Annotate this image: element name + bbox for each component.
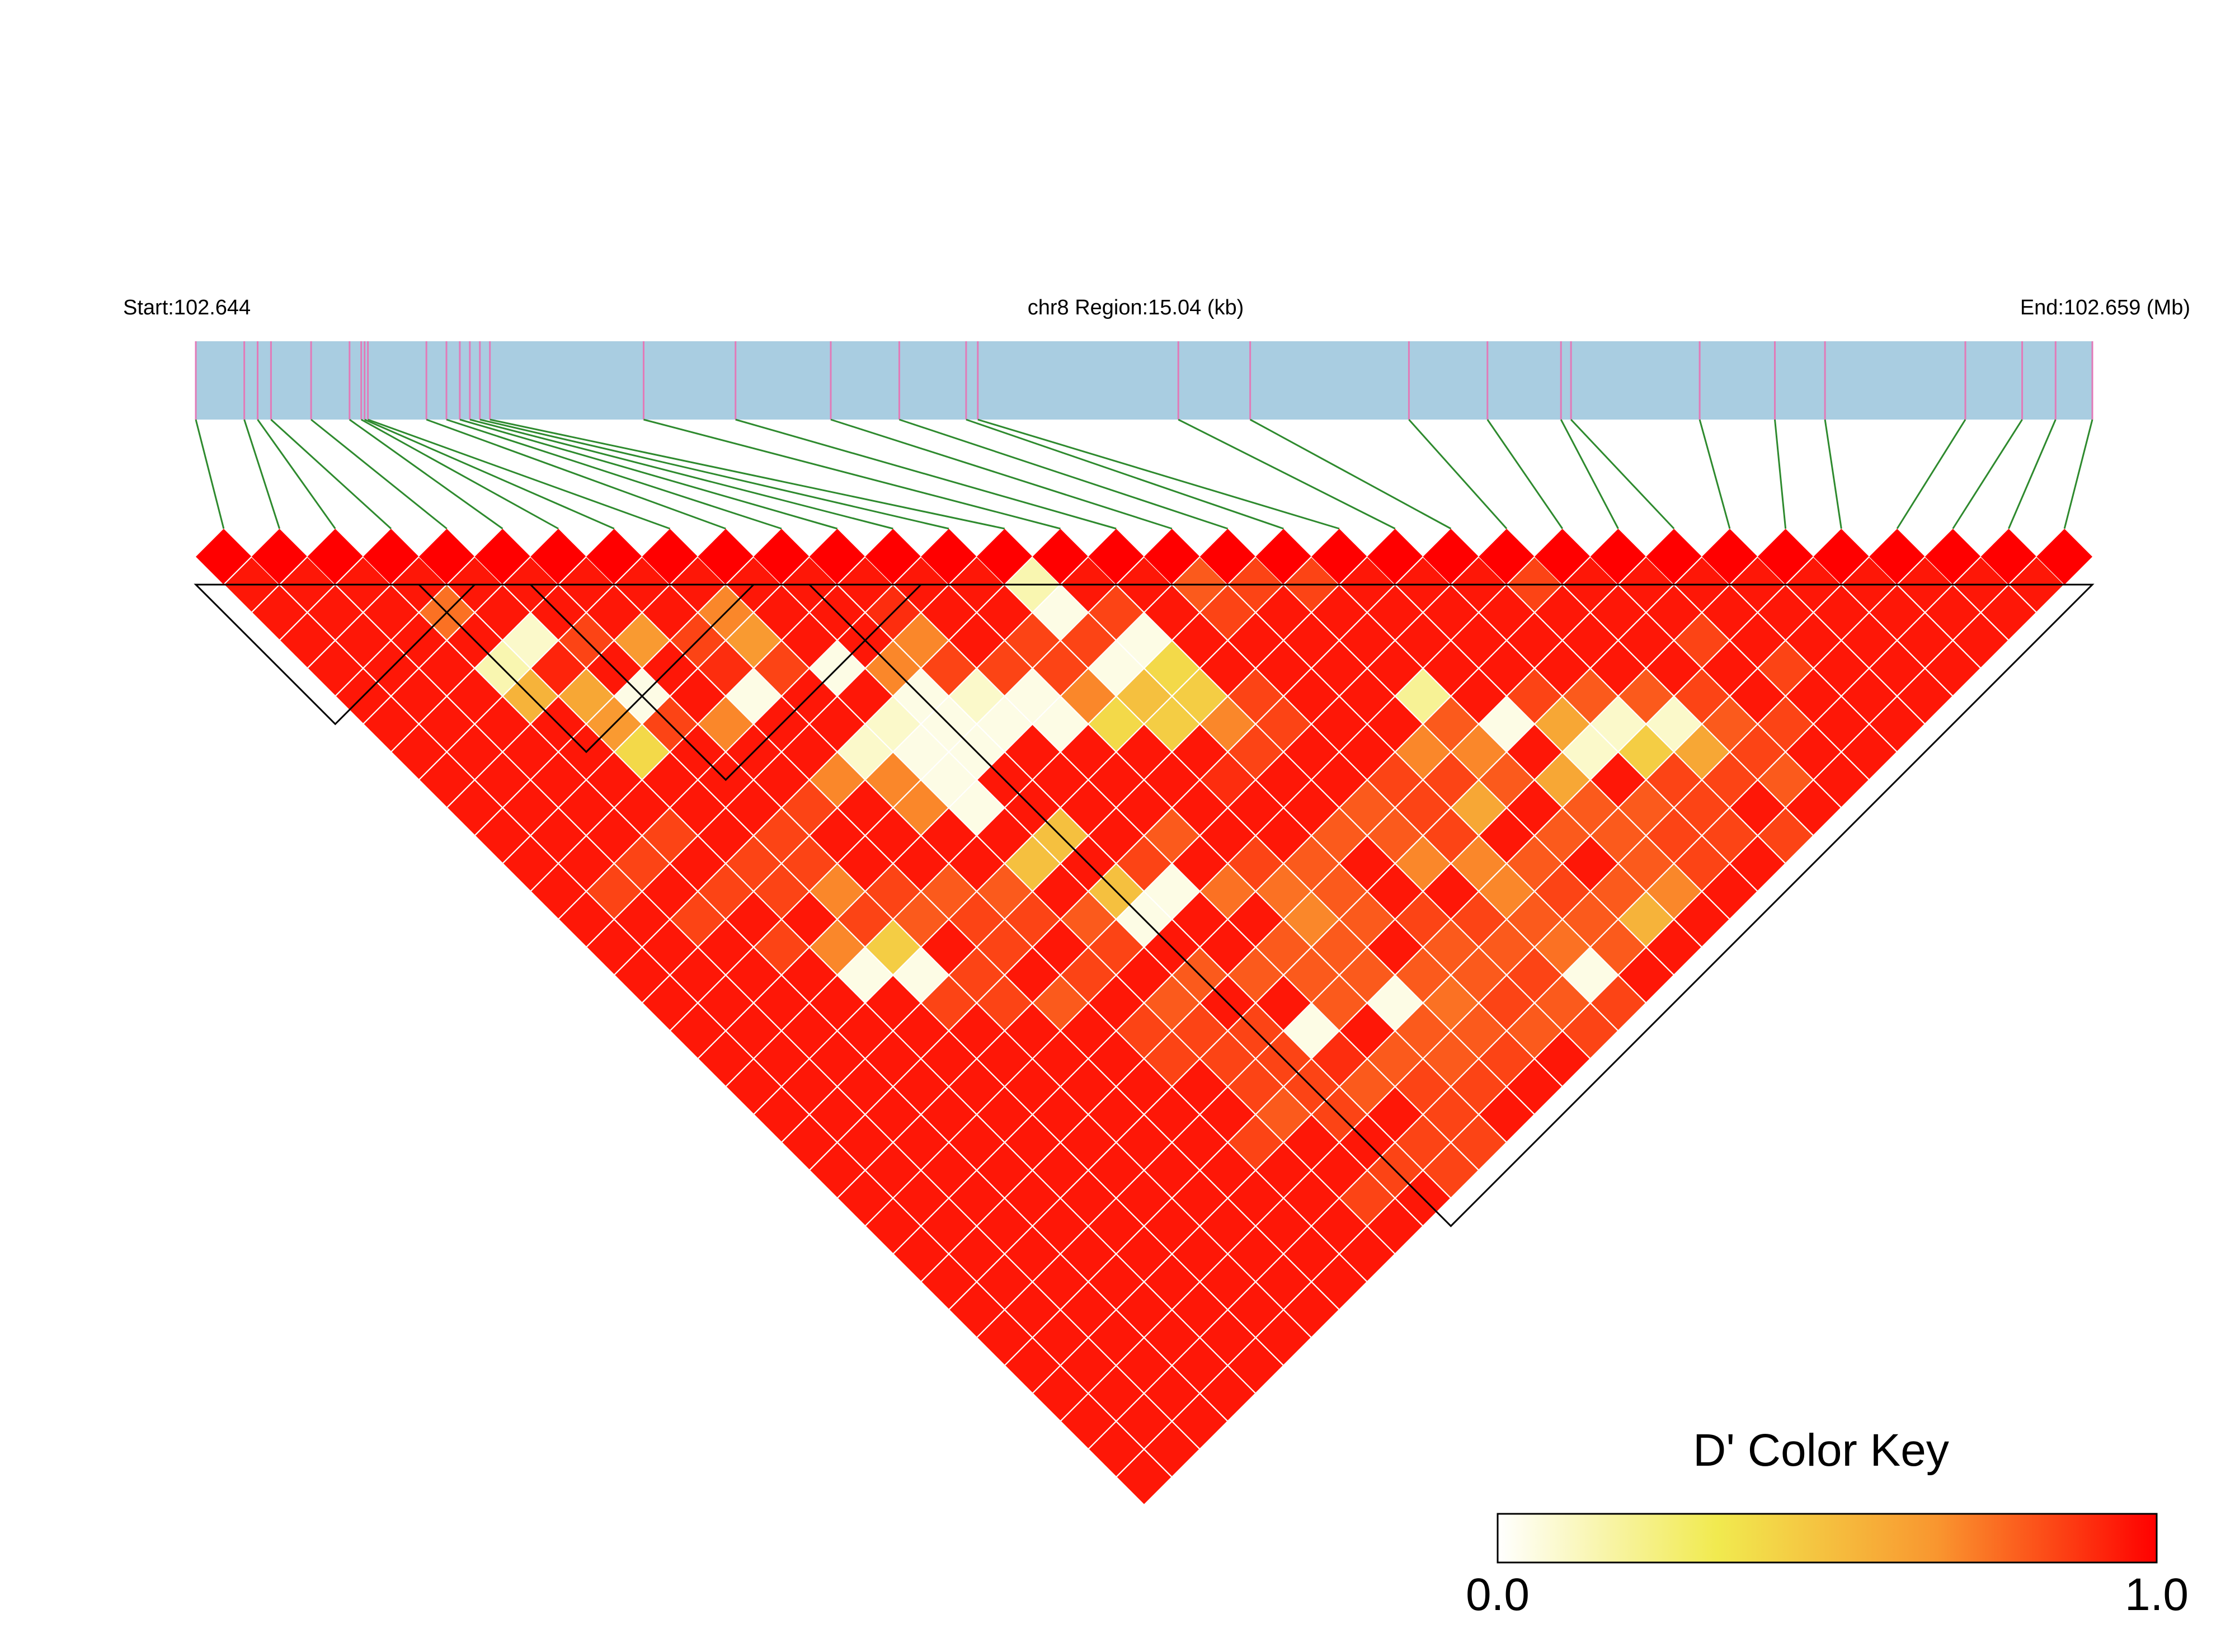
snp-connector (830, 418, 1173, 530)
snp-connector-lines (195, 418, 2093, 530)
snp-ticks (195, 341, 2093, 420)
color-key-title: D' Color Key (1693, 1425, 1949, 1476)
snp-connector (2008, 419, 2057, 529)
snp-connector (1774, 419, 1787, 529)
color-key-gradient-bar (1497, 1513, 2158, 1564)
snp-connector (364, 418, 615, 530)
ld-block-outline (807, 583, 2095, 1227)
snp-connector (426, 418, 726, 530)
snp-connector (195, 419, 225, 529)
snp-marker-diamond (474, 529, 531, 585)
region-start-label: Start:102.644 (123, 296, 251, 319)
snp-marker-diamond (1869, 529, 1925, 585)
snp-connector (368, 418, 671, 530)
snp-connector (1249, 418, 1452, 530)
snp-connector (1570, 418, 1675, 530)
snp-connector (966, 418, 1284, 530)
snp-marker-diamond (1980, 529, 2037, 585)
ld-block-outline (528, 583, 923, 782)
snp-connector (1560, 419, 1619, 529)
snp-connector (459, 418, 838, 530)
snp-connector (490, 418, 1005, 530)
snp-connector (735, 418, 1117, 530)
snp-marker-diamond (1199, 529, 1256, 585)
snp-connector (349, 418, 504, 530)
snp-marker-diamond (865, 529, 921, 585)
snp-connector (1824, 419, 1842, 529)
snp-connector (2063, 419, 2093, 529)
snp-marker-diamond (530, 529, 586, 585)
color-key: D' Color Key 0.0 1.0 (1466, 1425, 2189, 1620)
snp-connector (446, 418, 782, 530)
snp-marker-diamond (1032, 529, 1089, 585)
snp-marker-diamond (586, 529, 642, 585)
snp-connector (898, 418, 1229, 530)
snp-marker-diamond (1813, 529, 1870, 585)
ld-block-outlines (194, 583, 2095, 1227)
chromosome-bar (196, 341, 2092, 420)
snp-marker-diamond (251, 529, 308, 585)
snp-marker-diamond (196, 529, 252, 585)
region-title: chr8 Region:15.04 (kb) (1028, 296, 1244, 319)
snp-connector (310, 418, 448, 530)
snp-connector (1408, 418, 1508, 530)
snp-connector (360, 418, 559, 530)
snp-connector (1178, 418, 1396, 530)
snp-connector (469, 418, 893, 530)
snp-marker-diamond (1646, 529, 1702, 585)
snp-marker-diamond (1423, 529, 1479, 585)
color-key-min-label: 0.0 (1466, 1569, 1530, 1620)
ld-cells (196, 529, 2092, 1506)
snp-marker-diamond (363, 529, 419, 585)
snp-marker-diamond (1255, 529, 1312, 585)
snp-connector (1952, 419, 2023, 529)
snp-marker-diamond (418, 529, 475, 585)
snp-marker-diamond (1757, 529, 1814, 585)
snp-connector (977, 418, 1340, 530)
snp-connector (243, 419, 280, 529)
snp-marker-diamond (642, 529, 698, 585)
snp-marker-diamond (1590, 529, 1646, 585)
snp-marker-diamond (1479, 529, 1535, 585)
snp-connector (270, 418, 392, 530)
color-key-max-label: 1.0 (2125, 1569, 2189, 1620)
region-end-label: End:102.659 (Mb) (2020, 296, 2190, 319)
snp-connector (257, 419, 336, 529)
snp-connector (479, 418, 949, 530)
snp-connector (1486, 419, 1564, 529)
snp-connector (643, 418, 1061, 530)
snp-marker-diamond (2036, 529, 2092, 585)
snp-connector (1698, 419, 1731, 529)
ld-block-outline (194, 583, 477, 726)
snp-connector (1896, 419, 1966, 529)
